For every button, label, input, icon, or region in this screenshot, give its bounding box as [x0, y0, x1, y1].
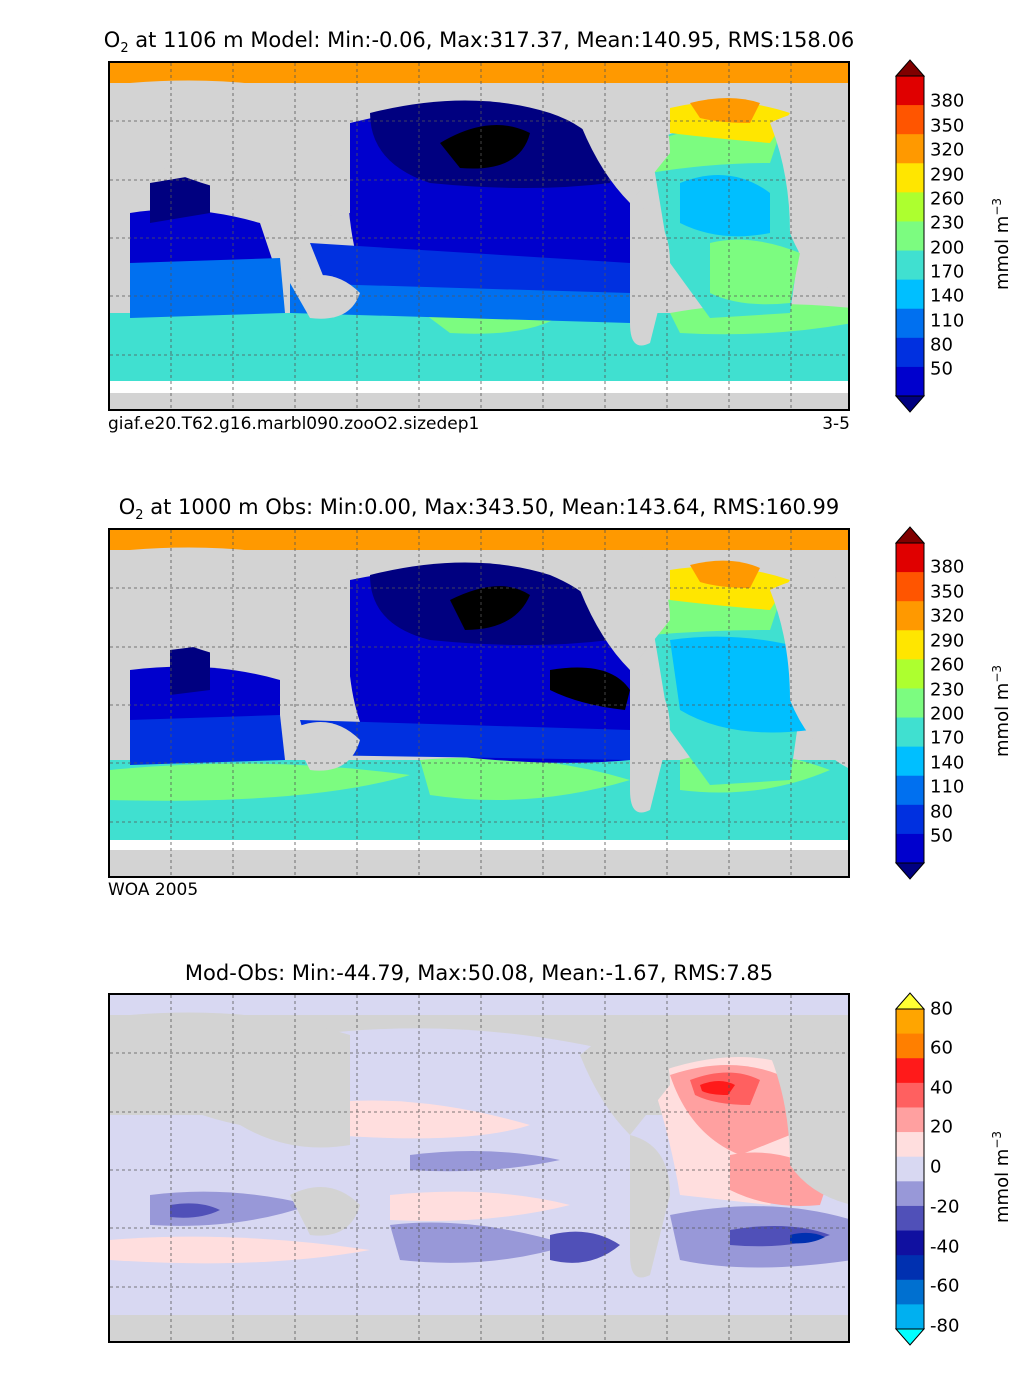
- colorbar-tick-label: 80: [930, 801, 953, 823]
- model-map: [108, 61, 850, 411]
- colorbar-swatch: [896, 76, 924, 106]
- colorbar-swatch: [896, 630, 924, 660]
- colorbar-swatch: [896, 250, 924, 281]
- model-colorbar: [894, 59, 926, 413]
- colorbar-swatch: [896, 337, 924, 368]
- diff-colorbar-units: mmol m−3: [990, 1130, 1013, 1223]
- colorbar-swatch: [896, 659, 924, 689]
- colorbar-tick-label: 140: [930, 285, 965, 307]
- colorbar-tick-label: 200: [930, 237, 965, 259]
- colorbar-tick-label: 320: [930, 605, 965, 627]
- diff-colorbar: [894, 992, 926, 1346]
- model-title: O2 at 1106 m Model: Min:-0.06, Max:317.3…: [103, 28, 855, 57]
- colorbar-swatch: [896, 105, 924, 135]
- colorbar-swatch: [896, 1255, 924, 1281]
- colorbar-swatch: [896, 1156, 924, 1182]
- colorbar-swatch: [896, 1082, 924, 1108]
- colorbar-tick-label: -20: [930, 1196, 960, 1218]
- colorbar-tick-label: 110: [930, 310, 965, 332]
- colorbar-tick-label: 80: [930, 334, 953, 356]
- colorbar-extend-min: [894, 862, 926, 880]
- obs-colorbar: [894, 526, 926, 880]
- colorbar-swatch: [896, 1033, 924, 1059]
- colorbar-swatch: [896, 833, 924, 864]
- colorbar-extend-min: [894, 1328, 926, 1346]
- colorbar-tick-label: 0: [930, 1156, 942, 1178]
- colorbar-tick-label: -40: [930, 1236, 960, 1258]
- colorbar-tick-label: 350: [930, 115, 965, 137]
- colorbar-tick-label: 260: [930, 654, 965, 676]
- obs-caption: WOA 2005: [108, 880, 199, 900]
- colorbar-swatch: [896, 746, 924, 777]
- colorbar-swatch: [896, 308, 924, 339]
- colorbar-tick-label: 170: [930, 261, 965, 283]
- colorbar-tick-label: 230: [930, 679, 965, 701]
- colorbar-swatch: [896, 221, 924, 252]
- colorbar-tick-label: 60: [930, 1037, 953, 1059]
- colorbar-tick-label: 350: [930, 581, 965, 603]
- colorbar-tick-label: -80: [930, 1315, 960, 1337]
- colorbar-swatch: [896, 543, 924, 573]
- colorbar-swatch: [896, 366, 924, 397]
- colorbar-tick-label: 40: [930, 1077, 953, 1099]
- model-years: 3-5: [822, 414, 850, 434]
- colorbar-tick-label: 260: [930, 188, 965, 210]
- colorbar-extend-min: [894, 395, 926, 413]
- colorbar-swatch: [896, 1230, 924, 1256]
- obs-map: [108, 528, 850, 878]
- colorbar-tick-label: 290: [930, 630, 965, 652]
- colorbar-swatch: [896, 775, 924, 806]
- colorbar-tick-label: 20: [930, 1116, 953, 1138]
- colorbar-swatch: [896, 804, 924, 835]
- obs-colorbar-units: mmol m−3: [990, 664, 1013, 757]
- model-caption: giaf.e20.T62.g16.marbl090.zooO2.sizedep1: [108, 414, 480, 434]
- colorbar-tick-label: 140: [930, 752, 965, 774]
- diff-map: [108, 993, 850, 1343]
- colorbar-swatch: [896, 1009, 924, 1035]
- colorbar-extend-max: [894, 992, 926, 1010]
- colorbar-swatch: [896, 1181, 924, 1207]
- model-colorbar-units: mmol m−3: [990, 197, 1013, 290]
- colorbar-swatch: [896, 192, 924, 222]
- colorbar-swatch: [896, 717, 924, 748]
- colorbar-tick-label: 200: [930, 703, 965, 725]
- colorbar-swatch: [896, 1107, 924, 1133]
- colorbar-swatch: [896, 163, 924, 193]
- colorbar-swatch: [896, 688, 924, 719]
- diff-title: Mod-Obs: Min:-44.79, Max:50.08, Mean:-1.…: [184, 961, 774, 985]
- colorbar-extend-max: [894, 526, 926, 544]
- colorbar-swatch: [896, 1058, 924, 1084]
- colorbar-tick-label: 320: [930, 139, 965, 161]
- colorbar-swatch: [896, 1132, 924, 1158]
- colorbar-tick-label: 80: [930, 998, 953, 1020]
- colorbar-swatch: [896, 572, 924, 602]
- colorbar-tick-label: 290: [930, 164, 965, 186]
- colorbar-extend-max: [894, 59, 926, 77]
- colorbar-tick-label: 50: [930, 825, 953, 847]
- colorbar-tick-label: 110: [930, 776, 965, 798]
- obs-title: O2 at 1000 m Obs: Min:0.00, Max:343.50, …: [118, 495, 840, 524]
- colorbar-swatch: [896, 601, 924, 631]
- colorbar-swatch: [896, 1279, 924, 1305]
- colorbar-swatch: [896, 279, 924, 310]
- colorbar-tick-label: 50: [930, 358, 953, 380]
- colorbar-swatch: [896, 1205, 924, 1232]
- colorbar-swatch: [896, 134, 924, 164]
- colorbar-tick-label: -60: [930, 1275, 960, 1297]
- colorbar-tick-label: 230: [930, 212, 965, 234]
- colorbar-tick-label: 170: [930, 727, 965, 749]
- colorbar-tick-label: 380: [930, 90, 965, 112]
- colorbar-swatch: [896, 1304, 924, 1330]
- colorbar-tick-label: 380: [930, 556, 965, 578]
